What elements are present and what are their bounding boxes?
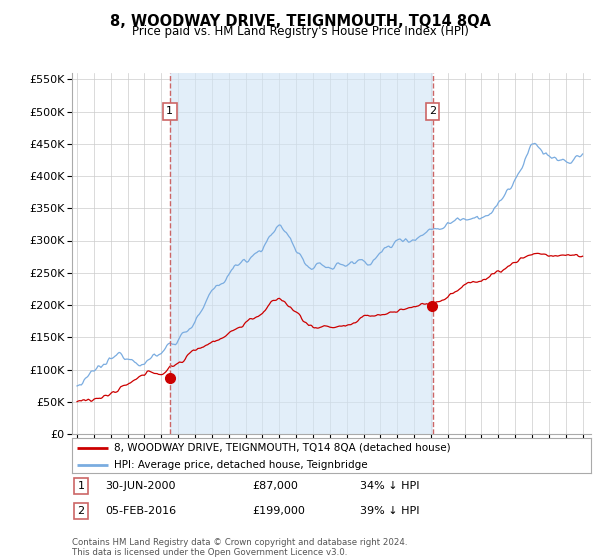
Text: 05-FEB-2016: 05-FEB-2016 bbox=[105, 506, 176, 516]
Text: 1: 1 bbox=[166, 106, 173, 116]
Text: 8, WOODWAY DRIVE, TEIGNMOUTH, TQ14 8QA: 8, WOODWAY DRIVE, TEIGNMOUTH, TQ14 8QA bbox=[110, 14, 491, 29]
Text: 2: 2 bbox=[429, 106, 436, 116]
Text: 2: 2 bbox=[77, 506, 85, 516]
Text: HPI: Average price, detached house, Teignbridge: HPI: Average price, detached house, Teig… bbox=[113, 460, 367, 469]
Text: Price paid vs. HM Land Registry's House Price Index (HPI): Price paid vs. HM Land Registry's House … bbox=[131, 25, 469, 38]
Text: Contains HM Land Registry data © Crown copyright and database right 2024.
This d: Contains HM Land Registry data © Crown c… bbox=[72, 538, 407, 557]
Text: 8, WOODWAY DRIVE, TEIGNMOUTH, TQ14 8QA (detached house): 8, WOODWAY DRIVE, TEIGNMOUTH, TQ14 8QA (… bbox=[113, 443, 450, 453]
Text: 1: 1 bbox=[77, 481, 85, 491]
Text: £199,000: £199,000 bbox=[252, 506, 305, 516]
Text: £87,000: £87,000 bbox=[252, 481, 298, 491]
Text: 34% ↓ HPI: 34% ↓ HPI bbox=[360, 481, 419, 491]
Text: 39% ↓ HPI: 39% ↓ HPI bbox=[360, 506, 419, 516]
Bar bbox=[170, 73, 433, 434]
Text: 30-JUN-2000: 30-JUN-2000 bbox=[105, 481, 176, 491]
